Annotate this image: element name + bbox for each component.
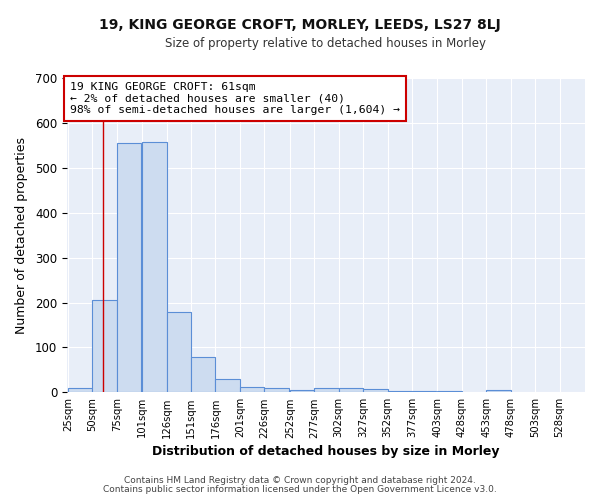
- Bar: [92, 300, 117, 392]
- Title: Size of property relative to detached houses in Morley: Size of property relative to detached ho…: [166, 38, 487, 51]
- Text: 19, KING GEORGE CROFT, MORLEY, LEEDS, LS27 8LJ: 19, KING GEORGE CROFT, MORLEY, LEEDS, LS…: [99, 18, 501, 32]
- Bar: [314, 388, 338, 392]
- Bar: [191, 358, 215, 392]
- Bar: [167, 312, 191, 392]
- Bar: [412, 391, 436, 392]
- Bar: [142, 142, 167, 393]
- Bar: [240, 387, 265, 392]
- Text: 19 KING GEORGE CROFT: 61sqm
← 2% of detached houses are smaller (40)
98% of semi: 19 KING GEORGE CROFT: 61sqm ← 2% of deta…: [70, 82, 400, 115]
- X-axis label: Distribution of detached houses by size in Morley: Distribution of detached houses by size …: [152, 444, 500, 458]
- Bar: [338, 388, 363, 392]
- Bar: [363, 388, 388, 392]
- Text: Contains HM Land Registry data © Crown copyright and database right 2024.: Contains HM Land Registry data © Crown c…: [124, 476, 476, 485]
- Bar: [486, 390, 511, 392]
- Bar: [265, 388, 289, 392]
- Bar: [290, 390, 314, 392]
- Bar: [388, 390, 412, 392]
- Bar: [117, 143, 141, 392]
- Text: Contains public sector information licensed under the Open Government Licence v3: Contains public sector information licen…: [103, 485, 497, 494]
- Bar: [215, 379, 240, 392]
- Y-axis label: Number of detached properties: Number of detached properties: [15, 136, 28, 334]
- Bar: [68, 388, 92, 392]
